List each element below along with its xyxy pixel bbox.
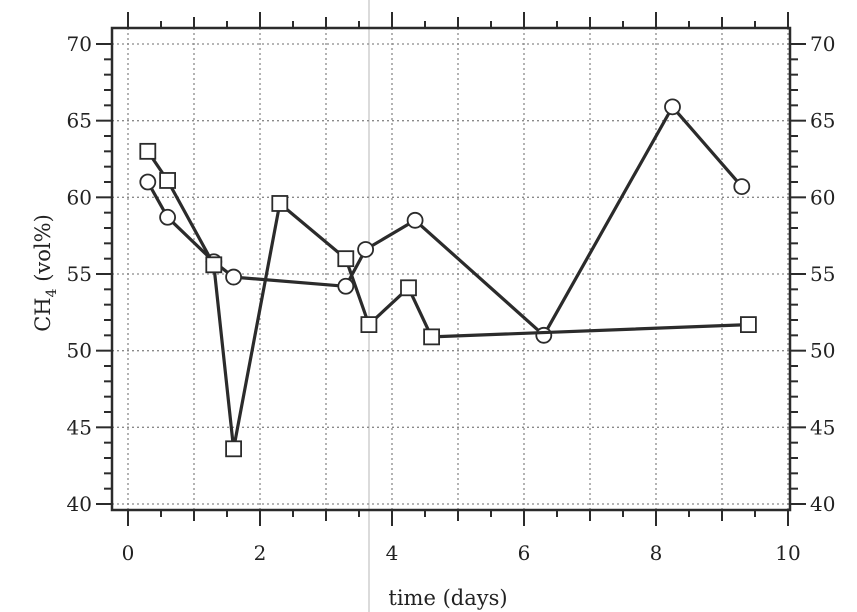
y-tick-label-right: 60 <box>810 185 835 209</box>
y-tick-label-right: 55 <box>810 262 835 286</box>
series-layer <box>139 98 757 458</box>
y-axis-title-rest: (vol%) <box>31 214 55 288</box>
square-marker <box>740 316 757 334</box>
square-marker <box>400 279 417 297</box>
x-tick-label: 6 <box>518 541 531 565</box>
circle-marker <box>139 173 157 191</box>
circle-marker <box>406 211 424 229</box>
labels-layer: 0 2 4 6 8 10 40 40 45 45 50 50 55 55 60 60 65 65 70 70 <box>67 32 836 565</box>
y-tick-label-right: 70 <box>810 32 835 56</box>
square-marker <box>225 440 243 458</box>
y-axis-title: CH4 (vol%) <box>31 214 60 332</box>
circle-marker <box>664 98 681 116</box>
y-axis-title-subscript: 4 <box>44 288 60 297</box>
y-tick-label-left: 50 <box>67 339 92 363</box>
square-marker <box>271 195 289 212</box>
y-tick-label-left: 65 <box>67 109 92 133</box>
x-tick-label: 4 <box>386 541 399 565</box>
y-tick-label-left: 55 <box>67 262 92 286</box>
circle-marker <box>159 208 177 226</box>
circle-marker <box>357 241 375 258</box>
x-axis-title: time (days) <box>388 586 507 610</box>
y-tick-label-left: 70 <box>67 32 92 56</box>
y-tick-label-right: 40 <box>810 492 835 516</box>
y-tick-label-right: 65 <box>810 109 835 133</box>
circle-marker <box>733 178 751 196</box>
y-axis-title-main: CH <box>31 297 55 331</box>
x-tick-label: 2 <box>254 541 267 565</box>
y-tick-label-right: 50 <box>810 339 835 363</box>
square-marker <box>139 142 157 160</box>
y-tick-label-left: 60 <box>67 185 92 209</box>
series-line-square <box>146 150 749 451</box>
plot-frame <box>110 26 792 512</box>
square-marker <box>205 256 223 274</box>
square-marker <box>337 250 355 268</box>
square-marker <box>159 172 177 189</box>
y-tick-label-left: 45 <box>67 415 92 439</box>
y-tick-label-left: 40 <box>67 492 92 516</box>
y-tick-label-right: 45 <box>810 415 835 439</box>
x-tick-label: 8 <box>650 541 663 565</box>
circle-marker <box>535 326 553 344</box>
x-tick-label: 10 <box>775 541 800 565</box>
circle-marker <box>337 277 355 295</box>
grid-layer <box>112 28 790 510</box>
square-marker <box>360 316 378 334</box>
series-line-circle <box>146 105 744 337</box>
circle-marker <box>225 268 243 286</box>
ticks-layer <box>96 12 806 526</box>
square-marker <box>423 328 441 346</box>
x-tick-label: 0 <box>122 541 135 565</box>
